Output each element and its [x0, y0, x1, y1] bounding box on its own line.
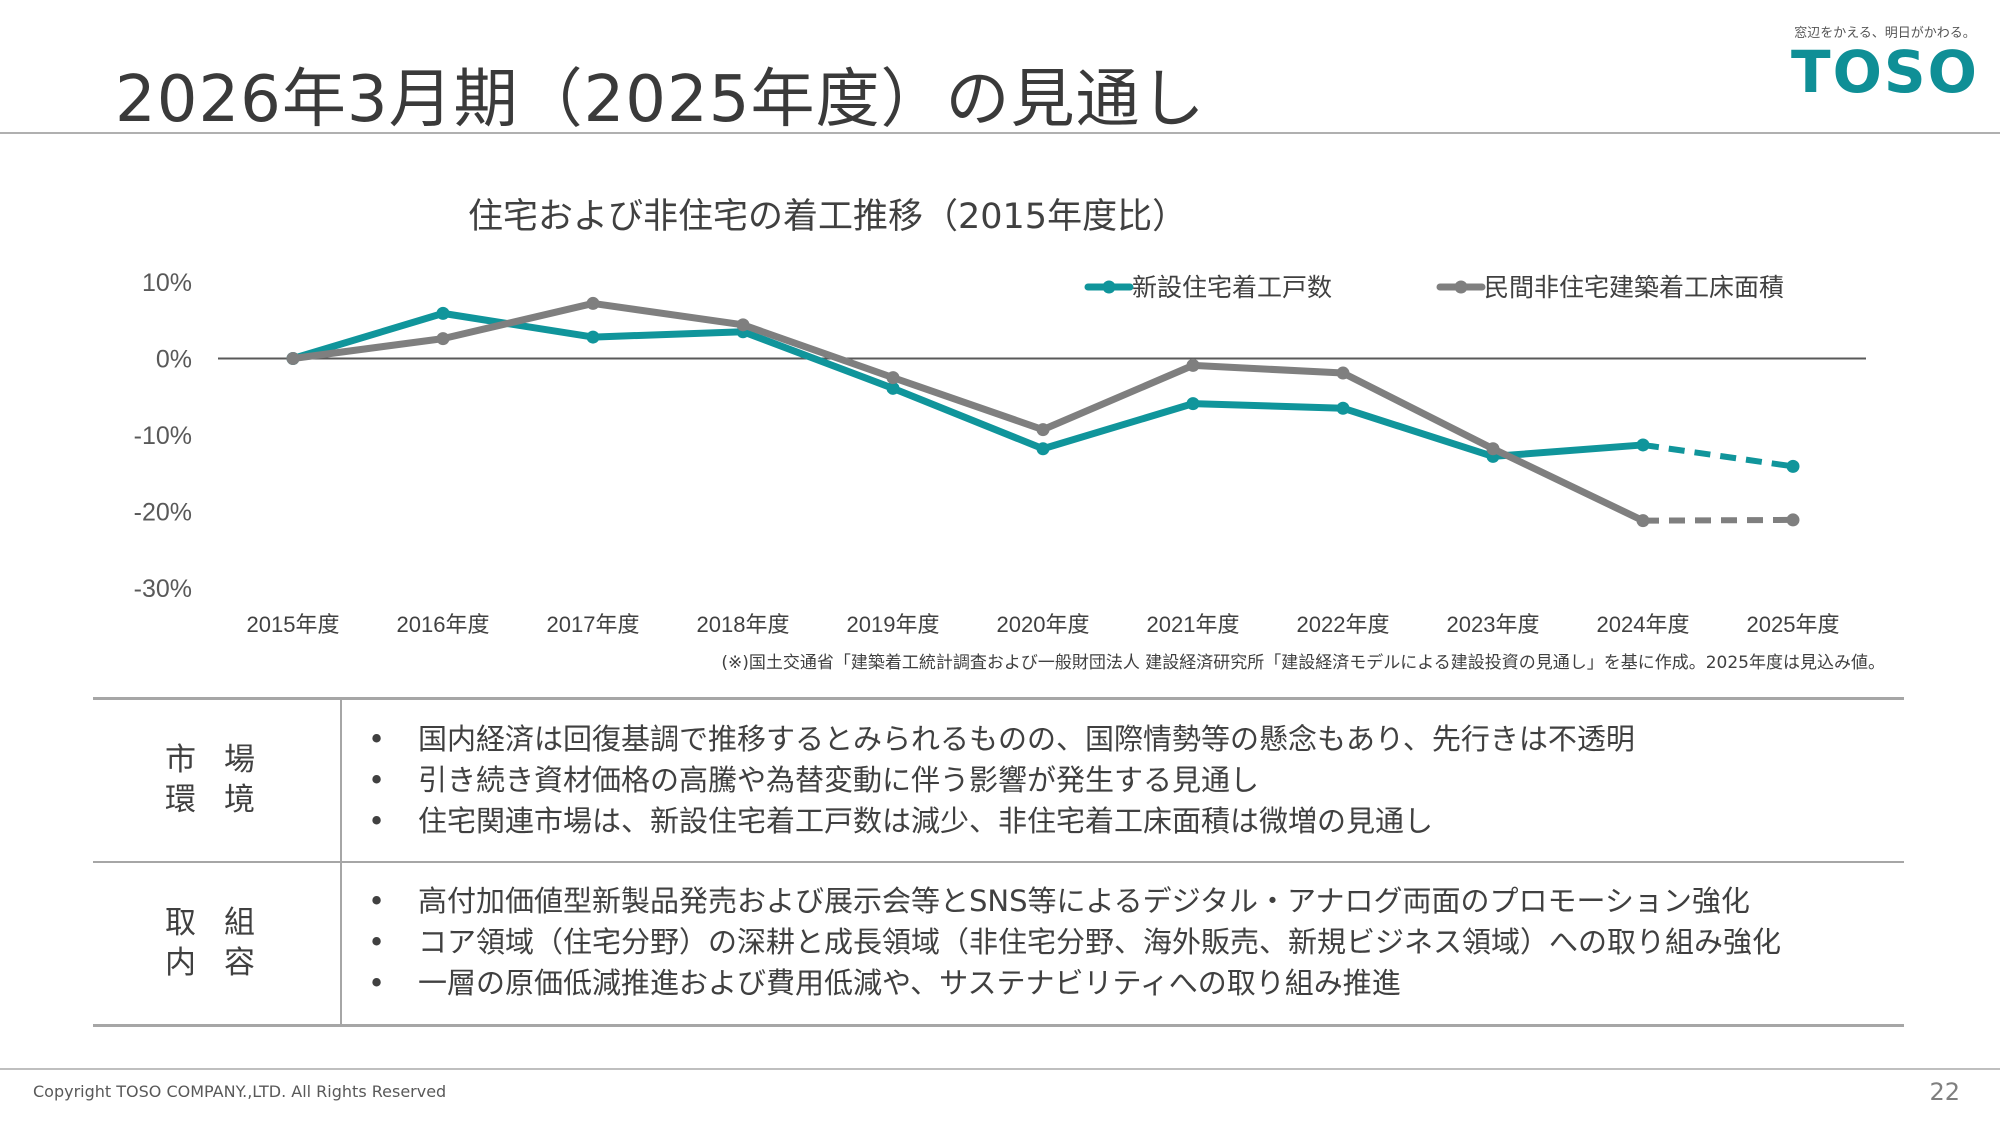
chart-title: 住宅および非住宅の着工推移（2015年度比） [468, 197, 1188, 237]
table-bottom-rule [93, 1024, 1904, 1027]
series-line-2 [289, 299, 1647, 525]
x-tick-label: 2020年度 [997, 612, 1090, 637]
data-point [1786, 513, 1800, 527]
company-logo: 窓辺をかえる、明日がかわる。 TOSO [1790, 22, 1980, 103]
list-item: コア領域（住宅分野）の深耕と成長領域（非住宅分野、海外販売、新規ビジネス領域）へ… [358, 922, 1781, 963]
legend-label: 新設住宅着工戸数 [1132, 274, 1332, 302]
x-tick-label: 2019年度 [847, 612, 940, 637]
data-point [736, 318, 750, 332]
x-tick-label: 2017年度 [547, 612, 640, 637]
row-label-line: 市場 [165, 742, 283, 778]
legend-swatch-marker [1102, 280, 1116, 294]
row-label-market: 市場 環境 [165, 740, 275, 820]
table-column-divider [340, 697, 342, 1027]
x-tick-label: 2015年度 [247, 612, 340, 637]
list-item: 一層の原価低減推進および費用低減や、サステナビリティへの取り組み推進 [358, 963, 1781, 1004]
data-point [1486, 442, 1500, 456]
data-point [1786, 459, 1800, 473]
legend-label: 民間非住宅建築着工床面積 [1484, 274, 1784, 302]
row-label-initiatives: 取組 内容 [165, 903, 275, 983]
row-label-line: 取組 [165, 905, 283, 941]
page-title: 2026年3月期（2025年度）の見通し [115, 63, 1206, 137]
line-chart: 10% 0% -10% -20% -30% 2015年度 2016年度 2017年度 2018年… [134, 269, 1866, 637]
x-tick-label: 2021年度 [1147, 612, 1240, 637]
data-point [586, 330, 600, 344]
data-point [1336, 401, 1350, 415]
logo-wordmark: TOSO [1791, 38, 1979, 106]
row-label-line: 内容 [165, 945, 283, 981]
data-point [886, 371, 900, 385]
x-tick-label: 2016年度 [397, 612, 490, 637]
data-point [1036, 423, 1050, 437]
x-tick-label: 2024年度 [1597, 612, 1690, 637]
data-point [436, 332, 450, 346]
y-tick-label: -30% [134, 575, 192, 603]
data-point [1636, 438, 1650, 452]
data-point [586, 296, 600, 310]
y-tick-label: 10% [142, 269, 192, 297]
series-projection-line-1 [1642, 441, 1794, 470]
list-item: 高付加価値型新製品発売および展示会等とSNS等によるデジタル・アナログ両面のプロ… [358, 881, 1781, 922]
data-point [1636, 514, 1650, 528]
list-item: 引き続き資材価格の高騰や為替変動に伴う影響が発生する見通し [358, 760, 1635, 801]
initiatives-bullet-list: 高付加価値型新製品発売および展示会等とSNS等によるデジタル・アナログ両面のプロ… [358, 881, 1781, 1004]
data-point [1186, 358, 1200, 372]
footer-divider [0, 1068, 2000, 1070]
data-point [1036, 442, 1050, 456]
table-row-divider [93, 861, 1904, 863]
y-tick-label: 0% [156, 346, 192, 374]
page-number: 22 [1929, 1078, 1960, 1106]
data-point [436, 306, 450, 320]
series-projection-line-2 [1642, 516, 1794, 524]
x-tick-label: 2023年度 [1447, 612, 1540, 637]
list-item: 国内経済は回復基調で推移するとみられるものの、国際情勢等の懸念もあり、先行きは不… [358, 719, 1635, 760]
data-point [1336, 366, 1350, 380]
series-line-1 [289, 309, 1647, 460]
y-tick-label: -10% [134, 422, 192, 450]
table-top-rule [93, 697, 1904, 700]
x-tick-label: 2018年度 [697, 612, 790, 637]
logo-tagline: 窓辺をかえる、明日がかわる。 [1794, 26, 1976, 41]
source-note: (※)国土交通省「建築着工統計調査および一般財団法人 建設経済研究所「建設経済モ… [721, 653, 1885, 673]
data-point [886, 381, 900, 395]
title-divider [0, 132, 2000, 134]
row-label-line: 環境 [165, 782, 283, 818]
list-item: 住宅関連市場は、新設住宅着工戸数は減少、非住宅着工床面積は微増の見通し [358, 801, 1635, 842]
data-point [286, 352, 300, 365]
copyright-text: Copyright TOSO COMPANY.,LTD. All Rights … [33, 1082, 447, 1101]
x-tick-label: 2025年度 [1747, 612, 1840, 637]
legend-swatch-marker [1454, 280, 1468, 294]
x-tick-label: 2022年度 [1297, 612, 1390, 637]
market-bullet-list: 国内経済は回復基調で推移するとみられるものの、国際情勢等の懸念もあり、先行きは不… [358, 719, 1635, 842]
y-tick-label: -20% [134, 499, 192, 527]
data-point [1186, 397, 1200, 411]
